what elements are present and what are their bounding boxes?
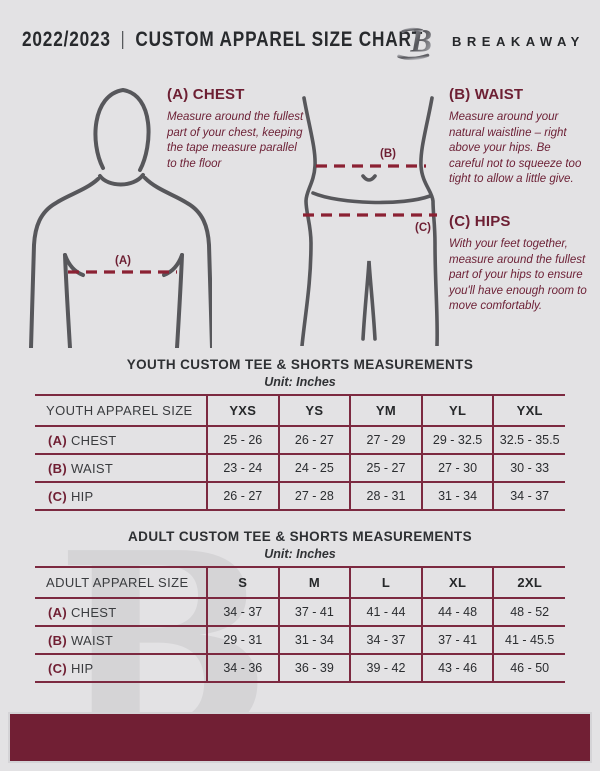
youth-corner-header: YOUTH APPAREL SIZE — [46, 403, 193, 418]
size-column-header: M — [277, 567, 351, 598]
upper-body-figure: (A) — [29, 87, 212, 348]
svg-text:B: B — [409, 24, 432, 60]
table-row: (B) WAIST 23 - 24 24 - 25 25 - 27 27 - 30… — [35, 454, 565, 482]
measure-row-label: (B) WAIST — [48, 632, 114, 648]
hips-guide-heading: (C) HIPS — [449, 213, 511, 230]
youth-size-table: YOUTH APPAREL SIZE YXS YS YM YL YXL (A) C… — [35, 394, 565, 511]
table-row: (C) HIP 34 - 36 36 - 39 39 - 42 43 - 46 4… — [35, 654, 565, 682]
measurement-cell: 31 - 34 — [420, 482, 494, 510]
measurement-cell: 23 - 24 — [206, 454, 279, 482]
chest-guide: (A) CHEST Measure around the fullest par… — [167, 86, 309, 172]
size-column-header: YL — [420, 395, 494, 426]
measurement-cell: 39 - 42 — [349, 654, 422, 682]
chest-guide-text: Measure around the fullest part of your … — [167, 111, 304, 170]
chest-marker-label: (A) — [115, 255, 131, 267]
waist-guide-heading: (B) WAIST — [449, 86, 524, 103]
youth-section-title: YOUTH CUSTOM TEE & SHORTS MEASUREMENTS — [126, 357, 474, 372]
title-separator: | — [120, 29, 126, 50]
youth-unit-label: Unit: Inches — [264, 375, 336, 389]
size-column-header: 2XL — [492, 567, 565, 598]
measurement-cell: 34 - 37 — [206, 598, 279, 626]
measurement-cell: 25 - 27 — [349, 454, 422, 482]
table-row: (A) CHEST 34 - 37 37 - 41 41 - 44 44 - 48… — [35, 598, 565, 626]
adult-unit-label: Unit: Inches — [264, 547, 336, 561]
measurement-cell: 34 - 37 — [492, 482, 565, 510]
measurement-cell: 29 - 32.5 — [420, 426, 494, 454]
measurement-cell: 26 - 27 — [206, 482, 279, 510]
page-title: 2022/2023 | CUSTOM APPAREL SIZE CHART — [22, 28, 423, 52]
brand-name-label: BREAKAWAY — [452, 33, 585, 49]
measurement-cell: 41 - 44 — [349, 598, 422, 626]
adult-header-row: ADULT APPAREL SIZE S M L XL 2XL — [35, 567, 565, 598]
size-column-header: S — [206, 567, 279, 598]
size-column-header: YXS — [206, 395, 279, 426]
measure-row-label: (A) CHEST — [48, 432, 117, 448]
measure-row-label: (C) HIP — [48, 660, 94, 676]
chart-title-label: CUSTOM APPAREL SIZE CHART — [135, 28, 424, 51]
measurement-cell: 43 - 46 — [420, 654, 494, 682]
hips-guide-text: With your feet together, measure around … — [449, 238, 587, 312]
measurement-cell: 44 - 48 — [420, 598, 494, 626]
measurement-cell: 25 - 26 — [206, 426, 279, 454]
measurement-cell: 36 - 39 — [277, 654, 351, 682]
measure-row-label: (B) WAIST — [48, 460, 114, 476]
measurement-cell: 30 - 33 — [492, 454, 565, 482]
table-row: (B) WAIST 29 - 31 31 - 34 34 - 37 37 - 41… — [35, 626, 565, 654]
measurement-cell: 27 - 28 — [277, 482, 351, 510]
youth-header-row: YOUTH APPAREL SIZE YXS YS YM YL YXL — [35, 395, 565, 426]
measurement-cell: 32.5 - 35.5 — [492, 426, 565, 454]
size-column-header: YXL — [492, 395, 565, 426]
measurement-cell: 37 - 41 — [420, 626, 494, 654]
measurement-cell: 28 - 31 — [349, 482, 422, 510]
measurement-cell: 31 - 34 — [277, 626, 351, 654]
breakaway-logo-icon: B — [397, 24, 432, 61]
size-column-header: L — [349, 567, 422, 598]
measurement-cell: 24 - 25 — [277, 454, 351, 482]
size-column-header: XL — [420, 567, 494, 598]
adult-size-table: ADULT APPAREL SIZE S M L XL 2XL (A) CHEST… — [35, 566, 565, 683]
measurement-cell: 27 - 30 — [420, 454, 494, 482]
waist-guide-text: Measure around your natural waistline – … — [449, 111, 582, 185]
waist-marker-label: (B) — [380, 148, 396, 160]
measurement-cell: 48 - 52 — [492, 598, 565, 626]
chest-guide-heading: (A) CHEST — [167, 86, 245, 103]
measure-row-label: (C) HIP — [48, 488, 94, 504]
measurement-cell: 29 - 31 — [206, 626, 279, 654]
measurement-cell: 41 - 45.5 — [492, 626, 565, 654]
measurement-cell: 27 - 29 — [349, 426, 422, 454]
adult-section-title: ADULT CUSTOM TEE & SHORTS MEASUREMENTS — [128, 529, 472, 544]
measure-row-label: (A) CHEST — [48, 604, 117, 620]
measurement-cell: 37 - 41 — [277, 598, 351, 626]
size-column-header: YM — [349, 395, 422, 426]
table-row: (C) HIP 26 - 27 27 - 28 28 - 31 31 - 34 3… — [35, 482, 565, 510]
footer-band — [8, 712, 592, 763]
measurement-cell: 46 - 50 — [492, 654, 565, 682]
season-label: 2022/2023 — [22, 28, 111, 51]
measurement-cell: 34 - 37 — [349, 626, 422, 654]
hips-guide: (C) HIPS With your feet together, measur… — [449, 213, 589, 315]
hips-marker-label: (C) — [415, 222, 431, 234]
measurement-cell: 34 - 36 — [206, 654, 279, 682]
table-row: (A) CHEST 25 - 26 26 - 27 27 - 29 29 - 32… — [35, 426, 565, 454]
measurement-cell: 26 - 27 — [277, 426, 351, 454]
size-column-header: YS — [277, 395, 351, 426]
adult-corner-header: ADULT APPAREL SIZE — [46, 575, 189, 590]
waist-guide: (B) WAIST Measure around your natural wa… — [449, 86, 582, 188]
lower-body-figure: (B) (C) — [300, 96, 439, 346]
breakaway-logo: B BREAKAWAY — [397, 19, 585, 63]
